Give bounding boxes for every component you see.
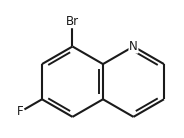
Text: F: F (17, 105, 23, 118)
Text: N: N (129, 40, 138, 53)
Text: Br: Br (66, 15, 79, 28)
